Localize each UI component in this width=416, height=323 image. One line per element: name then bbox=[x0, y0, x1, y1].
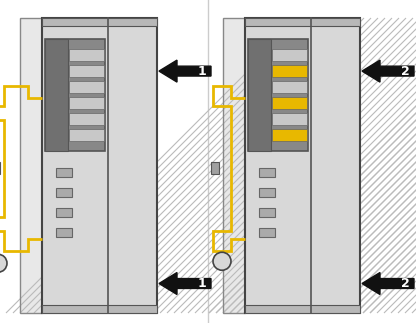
Bar bbox=[56, 168, 72, 177]
Bar bbox=[272, 129, 307, 141]
Bar bbox=[223, 18, 245, 313]
Bar bbox=[45, 39, 105, 151]
FancyArrow shape bbox=[159, 273, 211, 295]
Text: 1: 1 bbox=[198, 65, 206, 78]
Bar bbox=[42, 18, 157, 313]
Circle shape bbox=[0, 254, 7, 272]
Bar bbox=[20, 18, 42, 313]
Bar bbox=[248, 39, 271, 151]
Bar bbox=[42, 305, 157, 313]
Bar bbox=[272, 97, 307, 109]
Bar bbox=[56, 228, 72, 237]
Bar bbox=[69, 97, 104, 109]
Bar bbox=[248, 39, 308, 151]
Bar bbox=[245, 18, 360, 26]
Text: 2: 2 bbox=[401, 277, 409, 290]
Bar bbox=[272, 113, 307, 125]
FancyArrow shape bbox=[159, 60, 211, 82]
Bar bbox=[259, 188, 275, 197]
Bar bbox=[69, 49, 104, 61]
Bar bbox=[69, 65, 104, 77]
Bar bbox=[69, 113, 104, 125]
Bar bbox=[272, 81, 307, 93]
Bar bbox=[42, 18, 157, 26]
Text: 2: 2 bbox=[401, 65, 409, 78]
Bar bbox=[223, 18, 245, 313]
FancyArrow shape bbox=[362, 60, 414, 82]
Bar bbox=[69, 129, 104, 141]
Bar bbox=[259, 168, 275, 177]
Bar bbox=[272, 65, 307, 77]
Bar bbox=[259, 208, 275, 217]
Text: 1: 1 bbox=[198, 277, 206, 290]
Bar bbox=[56, 188, 72, 197]
Bar bbox=[20, 18, 42, 313]
Bar bbox=[259, 228, 275, 237]
Circle shape bbox=[213, 252, 231, 270]
Bar bbox=[272, 49, 307, 61]
Bar bbox=[45, 39, 68, 151]
Bar bbox=[56, 208, 72, 217]
Bar bbox=[245, 305, 360, 313]
Bar bbox=[211, 162, 219, 174]
Bar bbox=[69, 81, 104, 93]
Bar bbox=[245, 18, 360, 313]
FancyArrow shape bbox=[362, 273, 414, 295]
